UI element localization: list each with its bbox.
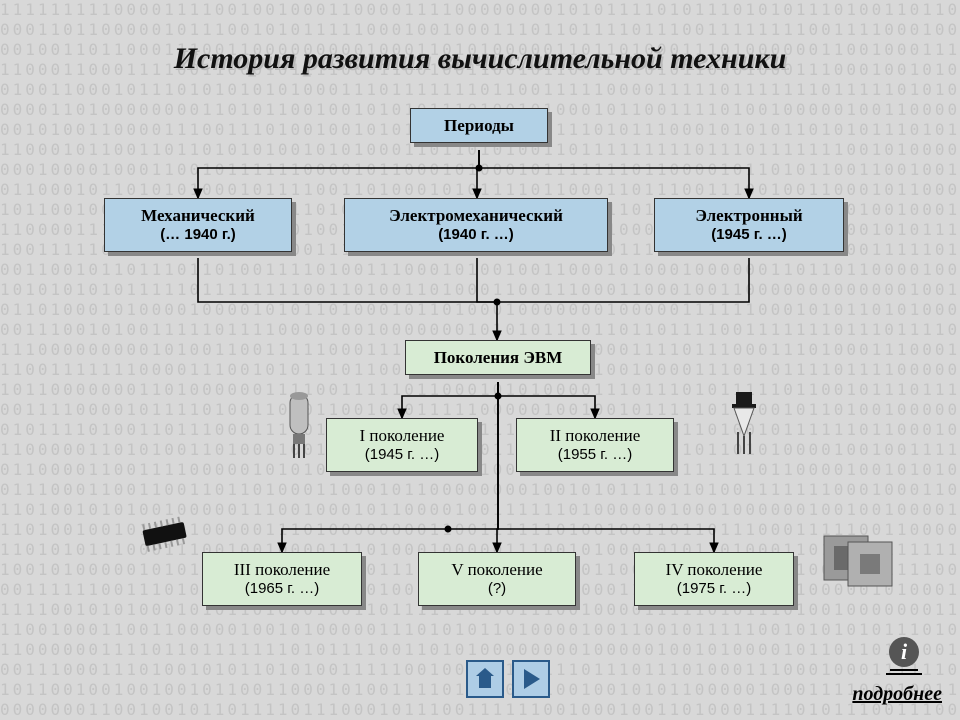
node-date: (1945 г. …) <box>665 226 833 245</box>
node-date: (1975 г. …) <box>645 580 783 599</box>
node-date: (?) <box>429 580 565 599</box>
node-date: (1955 г. …) <box>527 446 663 465</box>
svg-text:i: i <box>901 639 908 664</box>
node-label: Электронный <box>665 205 833 226</box>
node-label: Периоды <box>421 115 537 136</box>
vacuum-tube-icon <box>280 388 318 465</box>
cpu-chip-icon <box>818 530 896 595</box>
node-label: II поколение <box>527 425 663 446</box>
more-link[interactable]: подробнее <box>852 683 942 706</box>
node-label: III поколение <box>213 559 351 580</box>
node-date: (… 1940 г.) <box>115 226 281 245</box>
node-label: Электромеханический <box>355 205 597 226</box>
node-mech[interactable]: Механический(… 1940 г.) <box>104 198 292 252</box>
info-icon[interactable]: i <box>882 634 926 678</box>
node-electr[interactable]: Электронный(1945 г. …) <box>654 198 844 252</box>
node-date: (1965 г. …) <box>213 580 351 599</box>
node-label: V поколение <box>429 559 565 580</box>
node-gen[interactable]: Поколения ЭВМ <box>405 340 591 375</box>
node-date: (1945 г. …) <box>337 446 467 465</box>
node-gen2[interactable]: II поколение(1955 г. …) <box>516 418 674 472</box>
diagram-stage: 1111111110000111100100100011000011110000… <box>0 0 960 720</box>
node-date: (1940 г. …) <box>355 226 597 245</box>
node-periods[interactable]: Периоды <box>410 108 548 143</box>
transistor-icon <box>724 388 764 463</box>
node-label: Механический <box>115 205 281 226</box>
node-label: Поколения ЭВМ <box>416 347 580 368</box>
page-title: История развития вычислительной техники <box>174 42 787 76</box>
node-label: I поколение <box>337 425 467 446</box>
node-gen3[interactable]: III поколение(1965 г. …) <box>202 552 362 606</box>
next-button[interactable] <box>512 660 550 698</box>
node-label: IV поколение <box>645 559 783 580</box>
node-gen5[interactable]: V поколение(?) <box>418 552 576 606</box>
node-emech[interactable]: Электромеханический(1940 г. …) <box>344 198 608 252</box>
home-button[interactable] <box>466 660 504 698</box>
chip-dip-icon <box>134 516 196 561</box>
node-gen4[interactable]: IV поколение(1975 г. …) <box>634 552 794 606</box>
node-gen1[interactable]: I поколение(1945 г. …) <box>326 418 478 472</box>
